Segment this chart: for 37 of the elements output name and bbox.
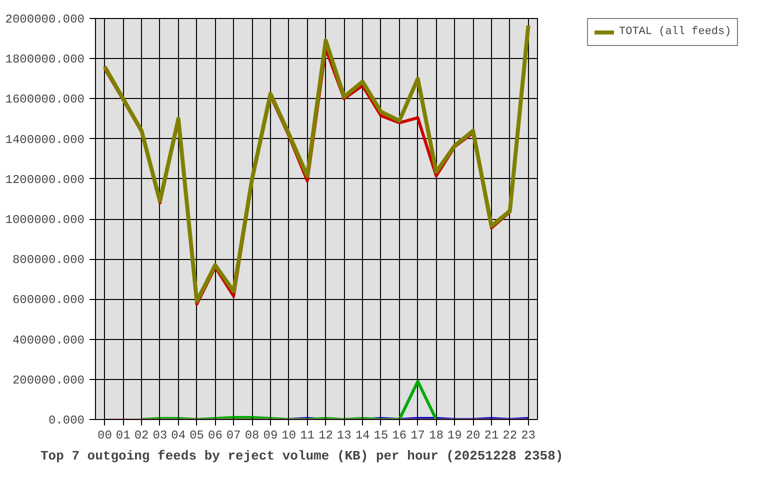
y-tick-label: 1800000.000 xyxy=(5,52,85,67)
x-tick-label: 16 xyxy=(392,428,407,442)
y-tick-label: 1000000.000 xyxy=(5,213,85,227)
x-tick-label: 22 xyxy=(502,428,518,442)
x-tick-label: 21 xyxy=(484,428,499,442)
x-tick-label: 00 xyxy=(98,428,112,442)
text: Top 7 outgoing feeds by reject volume (KB) per hour (20251228 2358) xyxy=(40,448,564,464)
y-tick-label: 1400000.000 xyxy=(5,132,85,147)
x-tick-label: 20 xyxy=(466,428,480,442)
x-tick-label: 05 xyxy=(190,428,204,442)
x-tick-label: 07 xyxy=(226,428,241,442)
x-tick-label: 11 xyxy=(300,428,314,442)
x-tick-label: 04 xyxy=(171,428,186,442)
y-tick-label: 800000.000 xyxy=(12,253,85,268)
x-tick-label: 19 xyxy=(447,428,462,442)
x-tick-label: 03 xyxy=(152,428,168,442)
y-tick-label: 1600000.000 xyxy=(5,92,85,107)
x-tick-label: 10 xyxy=(282,428,296,442)
y-tick-label: 200000.000 xyxy=(12,373,85,388)
x-tick-label: 17 xyxy=(410,428,425,442)
x-tick-label: 08 xyxy=(244,428,260,442)
x-tick-label: 18 xyxy=(429,428,444,442)
y-tick-label: 400000.000 xyxy=(12,333,85,348)
y-tick-label: 1200000.000 xyxy=(5,172,85,187)
x-tick-label: 14 xyxy=(355,428,370,442)
x-tick-label: 13 xyxy=(336,428,352,442)
x-tick-label: 06 xyxy=(208,428,222,442)
legend-label: TOTAL (all feeds) xyxy=(619,25,732,39)
y-tick-label: 600000.000 xyxy=(12,293,85,308)
x-tick-label: 15 xyxy=(374,428,388,442)
y-tick-label: 2000000.000 xyxy=(5,12,85,26)
y-tick-label: 0.000 xyxy=(48,414,85,428)
x-tick-label: 12 xyxy=(318,428,333,442)
x-tick-label: 02 xyxy=(134,428,149,442)
x-tick-label: 01 xyxy=(116,428,130,442)
x-tick-label: 23 xyxy=(521,428,536,442)
x-tick-label: 09 xyxy=(263,428,278,442)
